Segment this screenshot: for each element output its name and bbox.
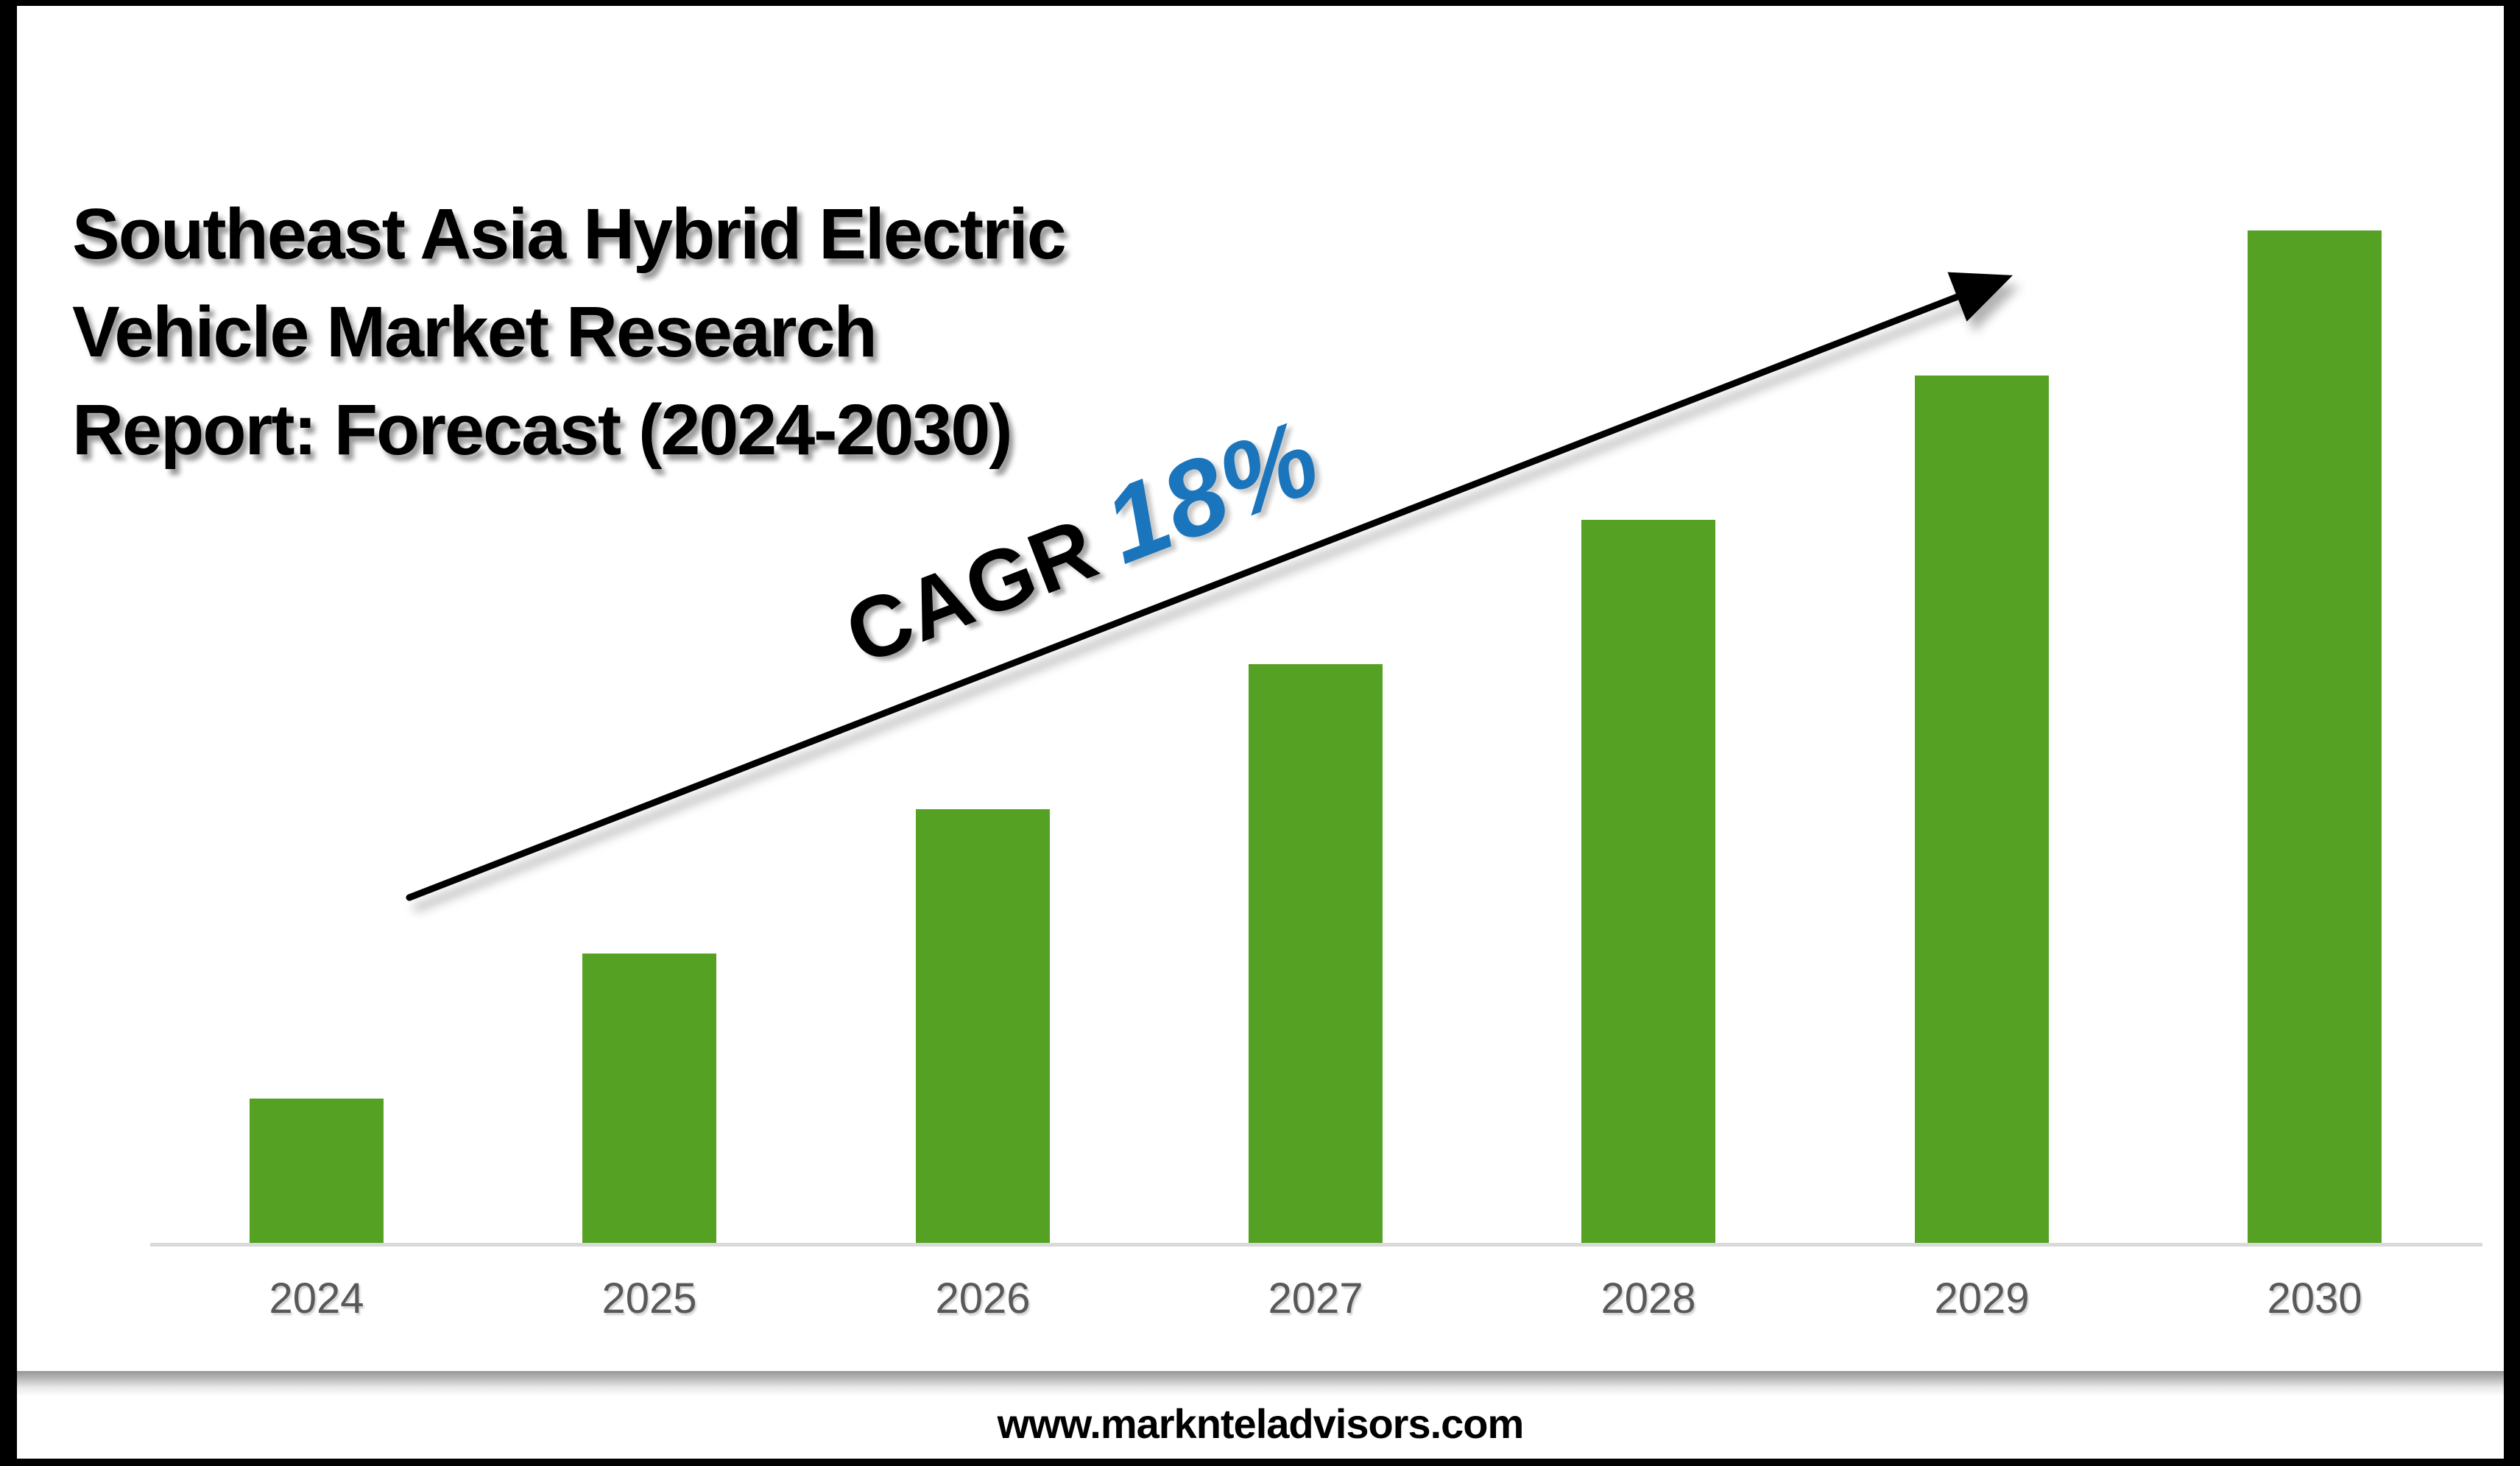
- x-axis-line: [150, 1243, 2482, 1247]
- bar-2026: [916, 809, 1050, 1243]
- x-label-2028: 2028: [1600, 1275, 1696, 1322]
- chart-title-line-3: Report: Forecast (2024-2030): [72, 390, 1013, 470]
- chart-title-line-1: Southeast Asia Hybrid Electric: [72, 194, 1067, 274]
- chart-title-line-2: Vehicle Market Research: [72, 292, 878, 372]
- x-label-2030: 2030: [2267, 1275, 2362, 1322]
- trend-arrow: [406, 272, 2013, 901]
- footer-website-url: www.marknteladvisors.com: [997, 1400, 1525, 1447]
- chart-title: Southeast Asia Hybrid Electric Vehicle M…: [72, 185, 1360, 479]
- bar-2028: [1581, 520, 1715, 1243]
- trend-arrow-line: [406, 272, 2013, 901]
- x-label-2029: 2029: [1934, 1275, 2030, 1322]
- bar-2025: [582, 954, 716, 1243]
- bar-2024: [250, 1099, 384, 1243]
- bar-2027: [1249, 664, 1383, 1243]
- slide-background: Southeast Asia Hybrid Electric Vehicle M…: [17, 6, 2504, 1459]
- bar-2030: [2248, 230, 2382, 1243]
- bar-2029: [1915, 376, 2049, 1243]
- x-label-2027: 2027: [1268, 1275, 1363, 1322]
- x-label-2025: 2025: [601, 1275, 697, 1322]
- x-label-2026: 2026: [935, 1275, 1031, 1322]
- footer-divider-line: [17, 1371, 2504, 1396]
- x-label-2024: 2024: [269, 1275, 364, 1322]
